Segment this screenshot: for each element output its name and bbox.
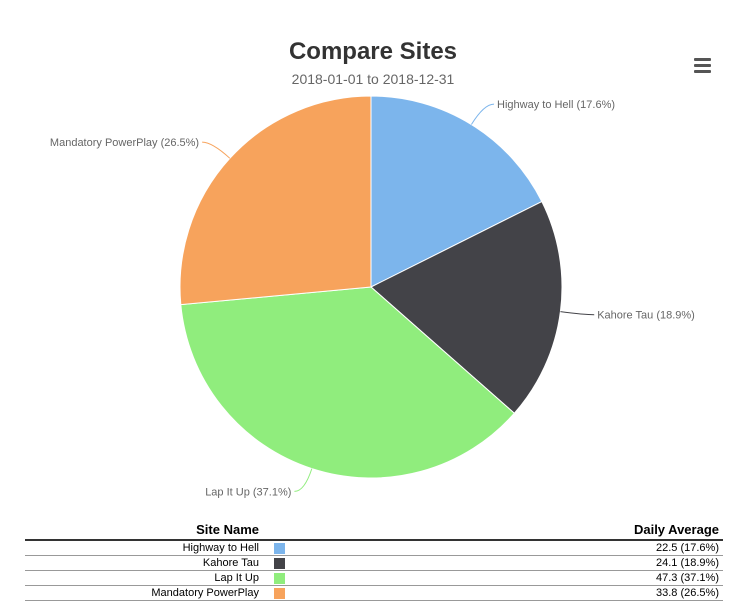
slice-data-label: Mandatory PowerPlay (26.5%) — [50, 137, 199, 149]
pie-connectors — [202, 103, 595, 492]
pie-slices — [179, 95, 563, 479]
color-swatch — [274, 542, 285, 554]
daily-average-cell: 47.3 (37.1%) — [287, 570, 723, 586]
label-connector — [202, 141, 231, 159]
color-swatch — [274, 557, 285, 569]
chart-subtitle: 2018-01-01 to 2018-12-31 — [291, 71, 455, 87]
data-table: Site Name Daily Average Highway to Hell … — [25, 521, 723, 601]
table-row: Lap It Up 47.3 (37.1%) — [25, 570, 723, 586]
daily-average-cell: 33.8 (26.5%) — [287, 585, 723, 601]
chart-title: Compare Sites — [288, 38, 458, 65]
header-site-name: Site Name — [25, 521, 259, 541]
header-daily-average: Daily Average — [287, 521, 723, 541]
table-header-row: Site Name Daily Average — [25, 521, 723, 541]
slice-data-label: Kahore Tau (18.9%) — [597, 310, 695, 322]
color-swatch — [274, 587, 285, 599]
table-row: Kahore Tau 24.1 (18.9%) — [25, 555, 723, 571]
pie-slice-mandatory-powerplay[interactable] — [179, 95, 372, 306]
daily-average-cell: 24.1 (18.9%) — [287, 555, 723, 571]
site-name-cell: Kahore Tau — [25, 555, 259, 571]
table-row: Mandatory PowerPlay 33.8 (26.5%) — [25, 585, 723, 601]
site-name-cell: Highway to Hell — [25, 540, 259, 556]
color-swatch — [274, 572, 285, 584]
header-swatch — [259, 521, 287, 541]
slice-data-label: Lap It Up (37.1%) — [205, 486, 291, 498]
site-name-cell: Lap It Up — [25, 570, 259, 586]
pie-slice-highway-to-hell[interactable] — [370, 95, 543, 288]
hamburger-menu-icon[interactable] — [692, 56, 714, 74]
pie-labels: Highway to Hell (17.6%) Kahore Tau (18.9%… — [50, 99, 695, 498]
pie-chart: Highway to Hell (17.6%) Kahore Tau (18.9%… — [50, 95, 695, 498]
slice-data-label: Highway to Hell (17.6%) — [497, 99, 615, 111]
daily-average-cell: 22.5 (17.6%) — [287, 540, 723, 556]
label-connector — [560, 311, 595, 316]
site-name-cell: Mandatory PowerPlay — [25, 585, 259, 601]
table-row: Highway to Hell 22.5 (17.6%) — [25, 540, 723, 556]
pie-slice-lap-it-up[interactable] — [180, 286, 516, 479]
label-connector — [470, 103, 495, 125]
label-connector — [294, 468, 313, 492]
